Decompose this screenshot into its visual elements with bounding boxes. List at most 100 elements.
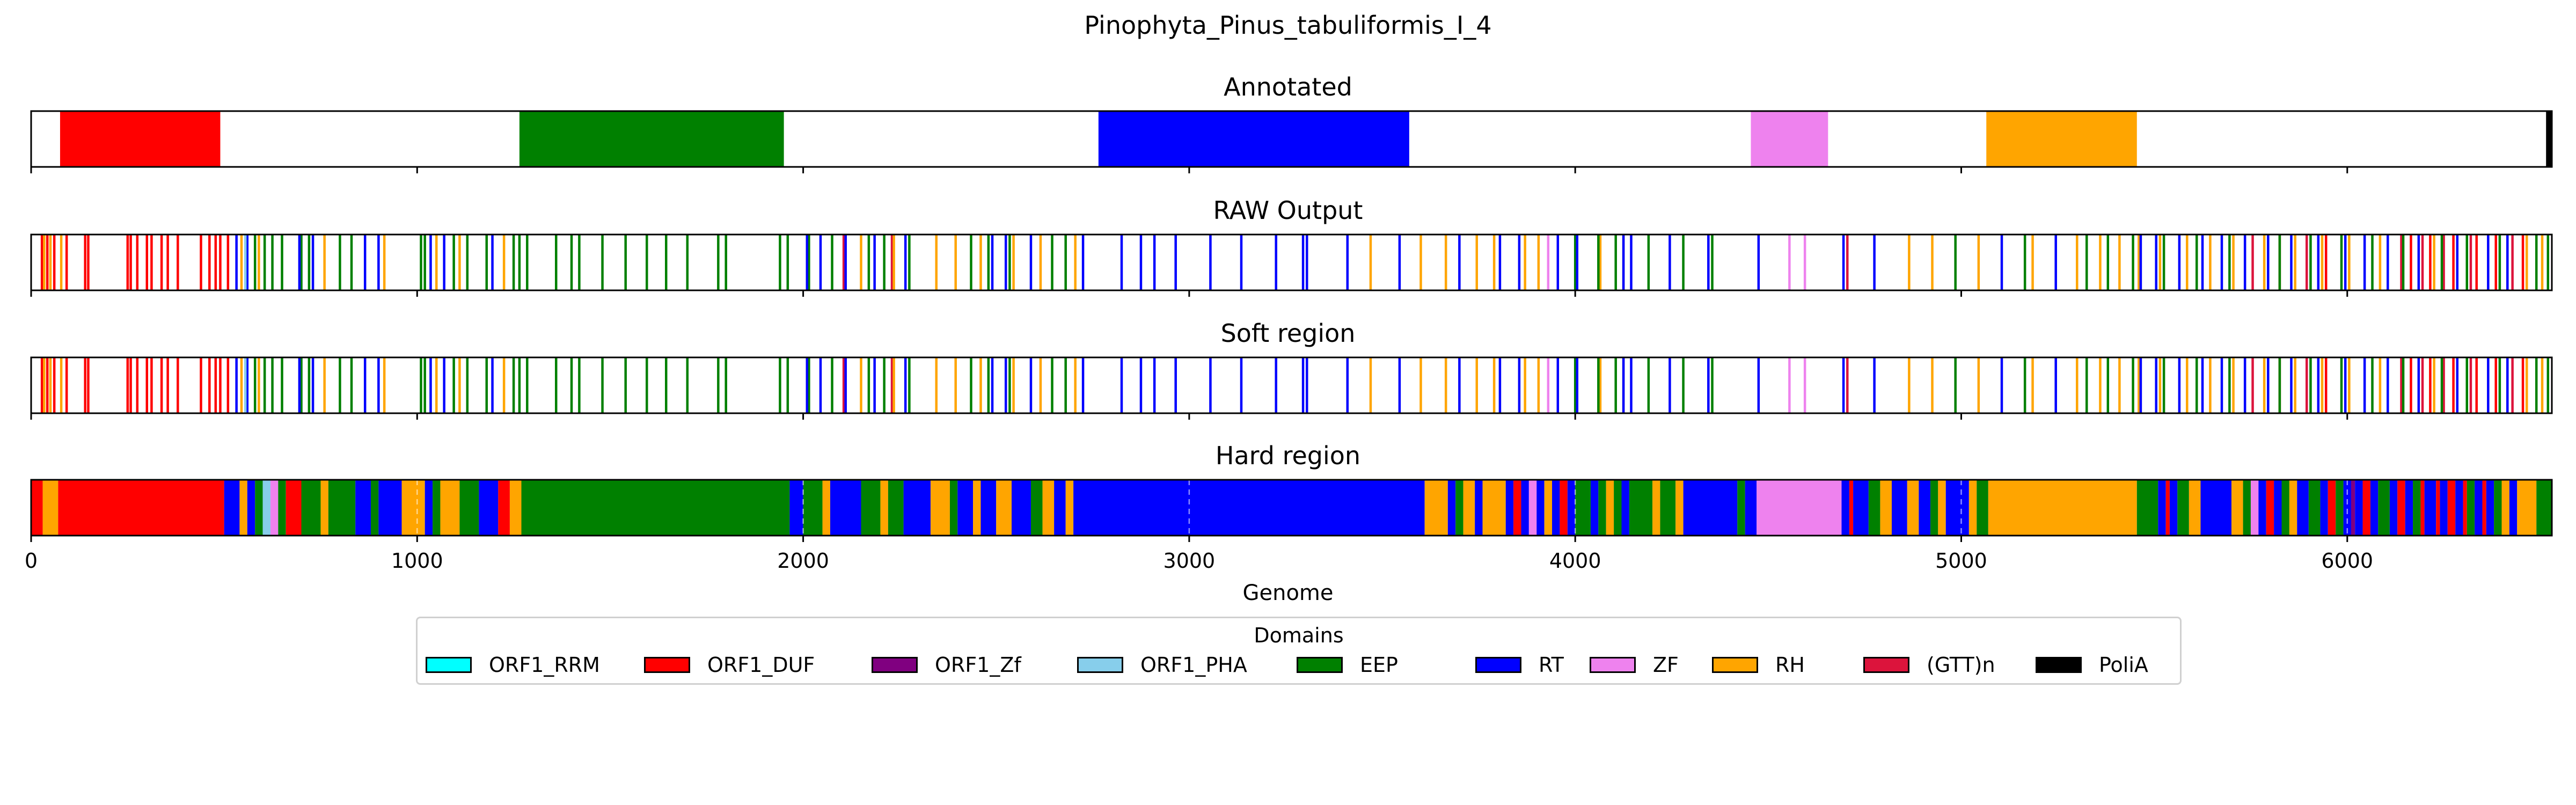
segment-rt bbox=[247, 480, 255, 536]
segment-eep bbox=[2243, 480, 2251, 536]
legend-swatch bbox=[1077, 657, 1123, 673]
legend-item-orf1-rrm: ORF1_RRM bbox=[426, 652, 600, 678]
segment-eep bbox=[2536, 480, 2552, 536]
segment-eep bbox=[2177, 480, 2189, 536]
segment-rt bbox=[2486, 480, 2494, 536]
segment-eep bbox=[370, 480, 379, 536]
segment-eep bbox=[1660, 480, 1676, 536]
segment-zf bbox=[1528, 480, 1537, 536]
figure-title: Pinophyta_Pinus_tabuliformis_I_4 bbox=[1084, 11, 1491, 40]
legend-item-rt: RT bbox=[1475, 652, 1564, 678]
segment-rt bbox=[1054, 480, 1066, 536]
segment-rt bbox=[2200, 480, 2231, 536]
legend-item-orf1-zf: ORF1_Zf bbox=[872, 652, 1021, 678]
segment-orf1-duf bbox=[286, 480, 302, 536]
panel-frame bbox=[30, 356, 2553, 414]
segment-rt bbox=[980, 480, 997, 536]
segment-rh bbox=[1675, 480, 1684, 536]
segment-orf1-duf bbox=[2482, 480, 2486, 536]
panel-frame bbox=[30, 110, 2553, 168]
segment-orf1-duf bbox=[1560, 480, 1568, 536]
segment-rt bbox=[903, 480, 931, 536]
legend-label: ORF1_DUF bbox=[707, 653, 815, 677]
segment-eep bbox=[1977, 480, 1988, 536]
segment-rh bbox=[880, 480, 888, 536]
segment-eep bbox=[1598, 480, 1606, 536]
segment-zf bbox=[2250, 480, 2259, 536]
segment-eep bbox=[1614, 480, 1622, 536]
legend: Domains ORF1_RRM ORF1_DUF ORF1_Zf ORF1_PHA E… bbox=[416, 617, 2182, 685]
segment-rt bbox=[2440, 480, 2448, 536]
panel-background bbox=[31, 357, 2552, 413]
segment-rt bbox=[1590, 480, 1599, 536]
panels: Annotated RAW Output Soft region Hard regio… bbox=[25, 72, 2553, 573]
legend-item-gtt-n: (GTT)n bbox=[1863, 652, 1995, 678]
legend-swatch bbox=[1590, 657, 1636, 673]
segment-orf1-zf bbox=[2351, 480, 2355, 536]
segment-rh bbox=[1652, 480, 1660, 536]
segment-rh bbox=[440, 480, 460, 536]
segment-rh bbox=[973, 480, 981, 536]
panel-title: RAW Output bbox=[1213, 196, 1363, 225]
x-tick-label: 5000 bbox=[1935, 549, 1987, 573]
segment-rt bbox=[2169, 480, 2178, 536]
segment-rt bbox=[2297, 480, 2309, 536]
segment-orf1-duf bbox=[2266, 480, 2274, 536]
x-tick-label: 6000 bbox=[2321, 549, 2373, 573]
segment-rt bbox=[224, 480, 240, 536]
segment-eep bbox=[433, 480, 441, 536]
segment-rh bbox=[2501, 480, 2509, 536]
segment-eep bbox=[1629, 480, 1653, 536]
legend-title: Domains bbox=[1254, 624, 1344, 647]
segment-orf1-duf bbox=[1513, 480, 1521, 536]
segment-rt bbox=[378, 480, 402, 536]
segment-rh bbox=[930, 480, 950, 536]
segment-rt bbox=[2405, 480, 2413, 536]
segment-rh bbox=[1065, 480, 1074, 536]
segment-orf1-duf bbox=[2165, 480, 2170, 536]
panel-hard-region: Hard region 0 1000 2000 3000 4000 5000 6000 bbox=[25, 441, 2553, 573]
segment-eep bbox=[888, 480, 904, 536]
segment-rh bbox=[1424, 480, 1448, 536]
segment-rt bbox=[1098, 111, 1409, 167]
segment-rt bbox=[2475, 480, 2483, 536]
x-tick-label: 0 bbox=[25, 549, 38, 573]
legend-item-zf: ZF bbox=[1590, 652, 1679, 678]
segment-eep bbox=[2378, 480, 2390, 536]
segment-polia bbox=[2546, 111, 2552, 167]
legend-label: ORF1_RRM bbox=[489, 653, 600, 677]
x-tick-label: 1000 bbox=[391, 549, 443, 573]
segment-rt bbox=[1841, 480, 1849, 536]
legend-label: (GTT)n bbox=[1927, 653, 1995, 677]
panel-title: Annotated bbox=[1224, 72, 1352, 101]
segment-rh bbox=[2231, 480, 2243, 536]
segment-rh bbox=[1968, 480, 1977, 536]
segment-rt bbox=[1683, 480, 1738, 536]
legend-label: PoliA bbox=[2099, 653, 2148, 677]
segment-rh bbox=[1938, 480, 1946, 536]
segment-eep bbox=[1868, 480, 1880, 536]
legend-label: EEP bbox=[1360, 653, 1398, 677]
panel-title: Hard region bbox=[1216, 441, 1360, 470]
segment-rh bbox=[1907, 480, 1919, 536]
segment-orf1-pha bbox=[262, 480, 270, 536]
segment-orf1-duf bbox=[2463, 480, 2467, 536]
segment-eep bbox=[1737, 480, 1745, 536]
segment-eep bbox=[2308, 480, 2321, 536]
segment-rt bbox=[2370, 480, 2379, 536]
segment-eep bbox=[803, 480, 823, 536]
segment-rh bbox=[822, 480, 830, 536]
legend-swatch bbox=[644, 657, 690, 673]
segment-zf bbox=[270, 480, 279, 536]
legend-swatch bbox=[1863, 657, 1909, 673]
segment-eep bbox=[519, 111, 784, 167]
segment-rh bbox=[2189, 480, 2201, 536]
legend-item-polia: PoliA bbox=[2036, 652, 2148, 678]
legend-label: RT bbox=[1539, 653, 1564, 677]
panel-background bbox=[31, 235, 2552, 290]
segment-eep bbox=[2136, 480, 2158, 536]
segment-rt bbox=[1892, 480, 1907, 536]
segment-eep bbox=[1455, 480, 1463, 536]
legend-swatch bbox=[426, 657, 472, 673]
segment-rh bbox=[1606, 480, 1614, 536]
